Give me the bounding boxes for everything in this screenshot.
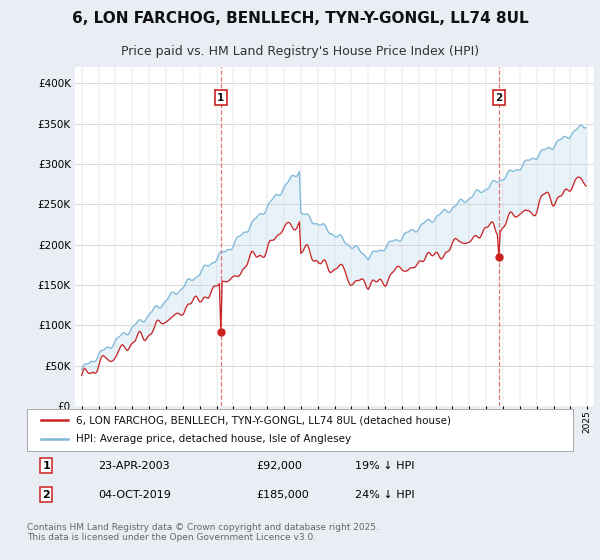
Text: 23-APR-2003: 23-APR-2003 bbox=[98, 461, 170, 471]
Text: Price paid vs. HM Land Registry's House Price Index (HPI): Price paid vs. HM Land Registry's House … bbox=[121, 45, 479, 58]
Text: Contains HM Land Registry data © Crown copyright and database right 2025.
This d: Contains HM Land Registry data © Crown c… bbox=[27, 523, 379, 542]
Text: £92,000: £92,000 bbox=[256, 461, 302, 471]
Text: 04-OCT-2019: 04-OCT-2019 bbox=[98, 490, 171, 500]
Text: 1: 1 bbox=[42, 461, 50, 471]
Text: 6, LON FARCHOG, BENLLECH, TYN-Y-GONGL, LL74 8UL: 6, LON FARCHOG, BENLLECH, TYN-Y-GONGL, L… bbox=[71, 11, 529, 26]
Text: 2: 2 bbox=[495, 93, 502, 102]
Text: HPI: Average price, detached house, Isle of Anglesey: HPI: Average price, detached house, Isle… bbox=[76, 435, 351, 445]
Text: 2: 2 bbox=[42, 490, 50, 500]
Text: 1: 1 bbox=[217, 93, 224, 102]
Text: 19% ↓ HPI: 19% ↓ HPI bbox=[355, 461, 414, 471]
Text: 24% ↓ HPI: 24% ↓ HPI bbox=[355, 490, 414, 500]
Text: £185,000: £185,000 bbox=[256, 490, 309, 500]
Text: 6, LON FARCHOG, BENLLECH, TYN-Y-GONGL, LL74 8UL (detached house): 6, LON FARCHOG, BENLLECH, TYN-Y-GONGL, L… bbox=[76, 415, 451, 425]
